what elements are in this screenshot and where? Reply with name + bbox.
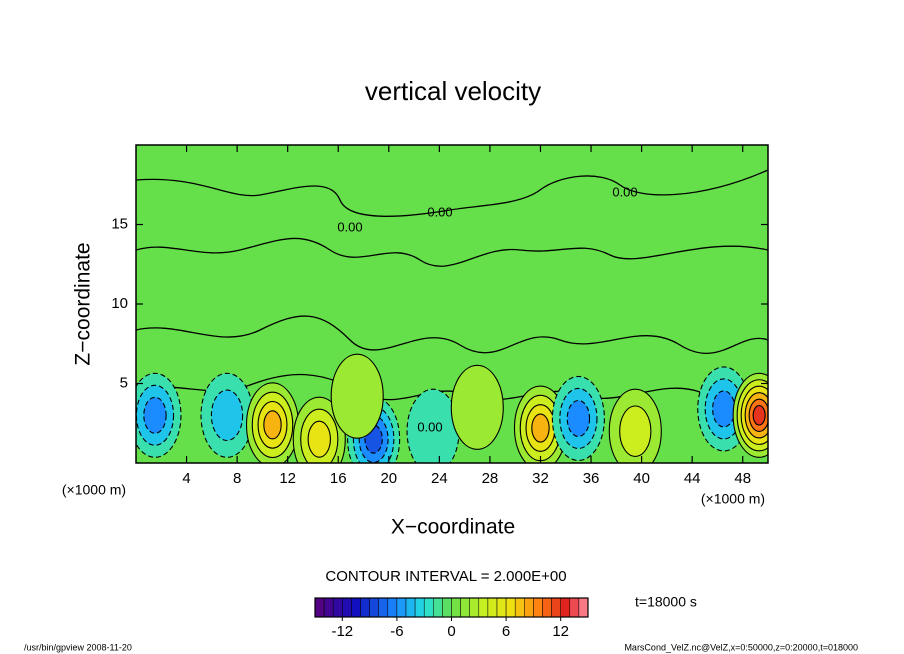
colorbar-cell	[414, 597, 425, 618]
contour-level	[143, 396, 167, 434]
y-tick-label: 5	[120, 374, 128, 391]
x-tick-label: 8	[233, 470, 241, 487]
x-axis-label: X−coordinate	[391, 516, 515, 539]
colorbar-cell	[514, 597, 525, 618]
contour-label: 0.00	[337, 219, 362, 234]
x-tick-label: 12	[279, 470, 296, 487]
contour-level	[531, 413, 550, 443]
velocity-cell	[330, 353, 384, 439]
contour-interval: CONTOUR INTERVAL = 2.000E+00	[325, 568, 566, 585]
colorbar-cell	[533, 597, 543, 618]
x-tick-label: 24	[431, 470, 448, 487]
velocity-cell	[245, 382, 300, 463]
colorbar-cell	[542, 597, 552, 618]
x-tick-label: 28	[482, 470, 499, 487]
contour-level	[263, 410, 282, 440]
contour-line	[136, 315, 768, 355]
colorbar-cell	[460, 597, 470, 618]
colorbar-cell	[369, 597, 379, 618]
colorbar-cell	[332, 597, 343, 618]
contour-level	[330, 353, 384, 439]
colorbar-cell	[423, 597, 434, 618]
contour-label: 0.00	[417, 419, 442, 434]
x-tick-label: 36	[583, 470, 600, 487]
colorbar-cell	[569, 597, 580, 618]
x-tick-label: 48	[734, 470, 751, 487]
x-tick-label: 44	[684, 470, 701, 487]
contour-level	[307, 420, 331, 458]
x-tick-label: 40	[633, 470, 650, 487]
colorbar-tick-label: -6	[390, 623, 403, 640]
field: 0.00 0.00 0.00 0.00	[136, 169, 768, 463]
colorbar-cell	[378, 597, 389, 618]
contour-level	[619, 405, 652, 457]
colorbar-cell	[505, 597, 516, 618]
colorbar-cell	[469, 597, 480, 618]
colorbar-tick-label: -12	[331, 623, 353, 640]
colorbar-cell	[478, 597, 489, 618]
velocity-cell	[732, 372, 768, 458]
colorbar-cell	[560, 597, 571, 618]
contour-level	[450, 364, 504, 450]
colorbar-cell	[496, 597, 507, 618]
x-unit-label: (×1000 m)	[62, 482, 126, 498]
colorbar-tick-label: 0	[447, 623, 455, 640]
y-axis-label: Z−coordinate	[72, 242, 95, 365]
velocity-cell	[136, 372, 182, 458]
colorbar-cell	[487, 597, 498, 618]
x-tick-label: 20	[380, 470, 397, 487]
contour-line	[136, 237, 768, 267]
contour-level	[566, 399, 591, 438]
contour-level	[752, 405, 766, 426]
colorbar-cell	[578, 597, 589, 618]
colorbar-cell	[342, 597, 352, 618]
velocity-cell	[551, 375, 605, 462]
contour-level	[210, 389, 244, 442]
contour-line	[136, 169, 768, 217]
contour-label: 0.00	[612, 184, 637, 199]
velocity-cell	[608, 388, 662, 463]
time-label: t=18000 s	[635, 594, 697, 610]
velocity-cell	[450, 364, 504, 450]
colorbar-tick-label: 6	[502, 623, 510, 640]
colorbar-cell	[314, 597, 325, 618]
x-tick-label: 16	[330, 470, 347, 487]
x-unit-label: (×1000 m)	[701, 491, 765, 507]
colorbar-cell	[551, 597, 561, 618]
colorbar-cell	[323, 597, 334, 618]
footer-left: /usr/bin/gpview 2008-11-20	[24, 642, 132, 652]
colorbar-cell	[451, 597, 461, 618]
colorbar-cell	[360, 597, 370, 618]
contour-level	[712, 390, 736, 428]
colorbar-cell	[442, 597, 452, 618]
footer-right: MarsCond_VelZ.nc@VelZ,x=0:50000,z=0:2000…	[624, 642, 858, 652]
x-tick-label: 32	[532, 470, 549, 487]
y-tick-label: 10	[111, 295, 128, 312]
x-tick-label: 4	[182, 470, 190, 487]
colorbar-cell	[351, 597, 361, 618]
colorbar-cell	[396, 597, 407, 618]
colorbar-cell	[405, 597, 416, 618]
colorbar-cell	[387, 597, 398, 618]
y-tick-label: 15	[111, 215, 128, 232]
contour-label: 0.00	[427, 204, 452, 219]
velocity-cell	[200, 372, 254, 458]
colorbar-cell	[433, 597, 443, 618]
velocity-cell	[292, 396, 346, 463]
colorbar-tick-label: 12	[552, 623, 569, 640]
chart-title: vertical velocity	[365, 76, 541, 106]
colorbar-cell	[524, 597, 534, 618]
